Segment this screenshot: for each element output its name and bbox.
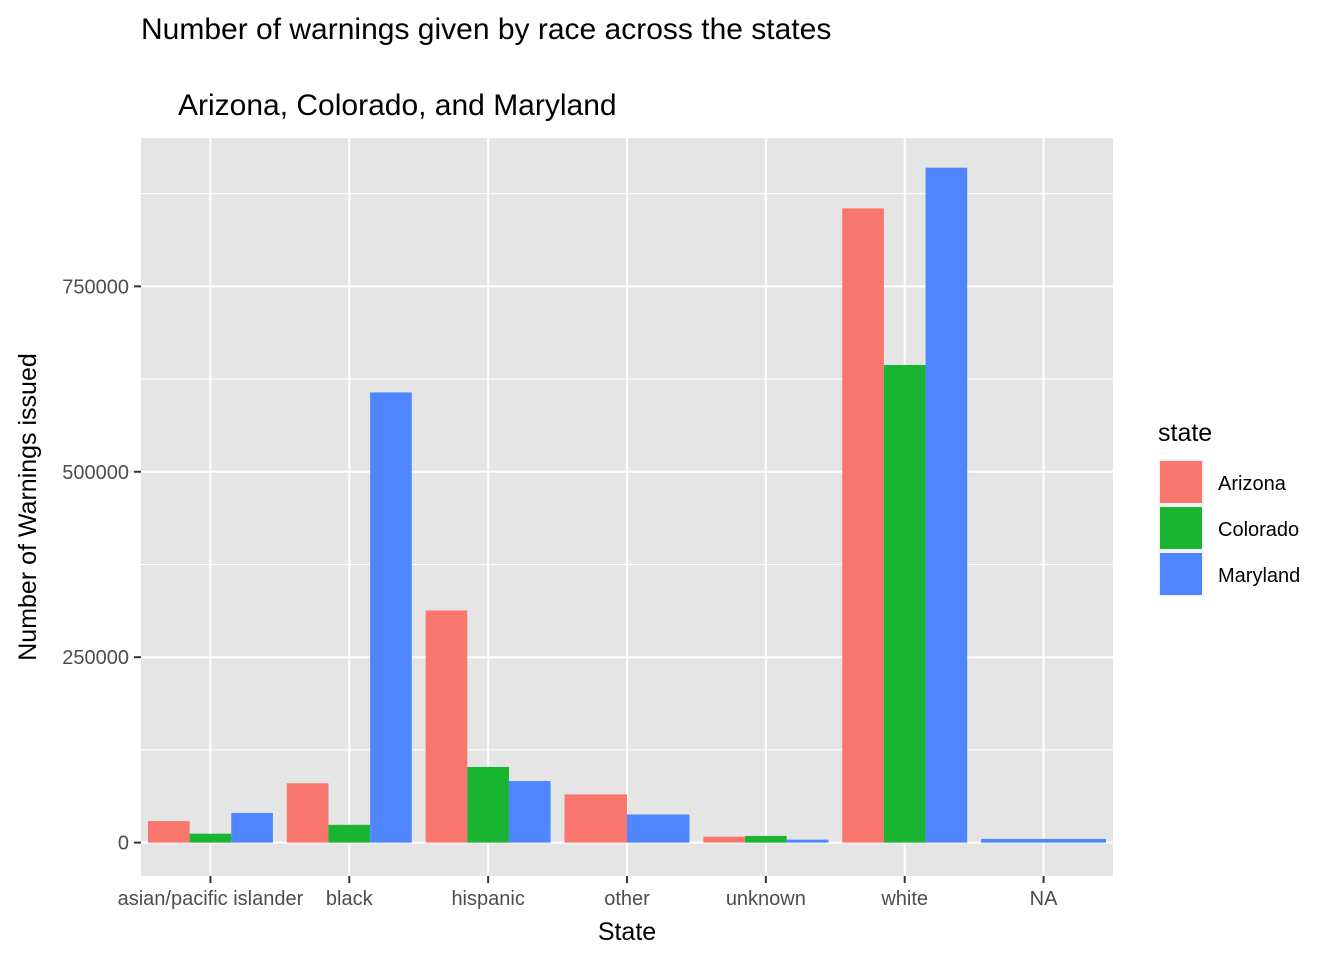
bar-colorado	[467, 766, 509, 843]
legend: state Arizona Colorado Maryland	[1158, 419, 1300, 597]
bars	[147, 167, 1107, 843]
x-tick-label: other	[604, 888, 650, 910]
legend-label-colorado: Colorado	[1218, 519, 1299, 541]
bar-maryland	[786, 839, 829, 843]
x-tick-label: NA	[1030, 888, 1058, 910]
x-axis: asian/pacific islander black hispanic other…	[118, 876, 1058, 910]
bar-arizona	[564, 794, 627, 843]
bar-maryland	[231, 812, 273, 843]
y-tick-label: 250000	[62, 647, 129, 669]
y-tick-label: 0	[118, 833, 129, 855]
legend-title: state	[1158, 419, 1212, 447]
bar-arizona	[286, 783, 329, 843]
bar-maryland	[627, 814, 690, 843]
x-tick-label: unknown	[726, 888, 806, 910]
legend-swatch-maryland	[1160, 553, 1202, 595]
chart-title: Number of warnings given by race across …	[141, 13, 831, 46]
x-axis-title: State	[598, 918, 656, 946]
bar-colorado	[189, 833, 232, 843]
legend-label-maryland: Maryland	[1218, 565, 1300, 587]
bar-arizona	[425, 610, 468, 843]
bar-maryland	[370, 392, 412, 843]
x-tick-label: white	[880, 888, 928, 910]
x-tick-label: black	[326, 888, 374, 910]
bar-arizona	[842, 208, 884, 843]
x-tick-label: asian/pacific islander	[118, 888, 304, 910]
bar-arizona	[703, 836, 746, 843]
y-tick-label: 750000	[62, 276, 129, 298]
bar-colorado	[883, 364, 926, 843]
x-tick-label: hispanic	[451, 888, 524, 910]
chart-subtitle: Arizona, Colorado, and Maryland	[178, 89, 617, 122]
y-axis-title: Number of Warnings issued	[14, 353, 42, 661]
bar-colorado	[745, 835, 787, 843]
bar-maryland	[925, 167, 968, 843]
legend-swatch-colorado	[1160, 507, 1202, 549]
bar-colorado	[328, 824, 371, 843]
bar-arizona	[147, 821, 190, 843]
bar-maryland	[508, 781, 551, 843]
legend-swatch-arizona	[1160, 461, 1202, 503]
y-tick-label: 500000	[62, 462, 129, 484]
legend-label-arizona: Arizona	[1218, 473, 1287, 495]
y-axis: 0 250000 500000 750000	[62, 276, 141, 855]
bar-maryland	[981, 838, 1107, 843]
